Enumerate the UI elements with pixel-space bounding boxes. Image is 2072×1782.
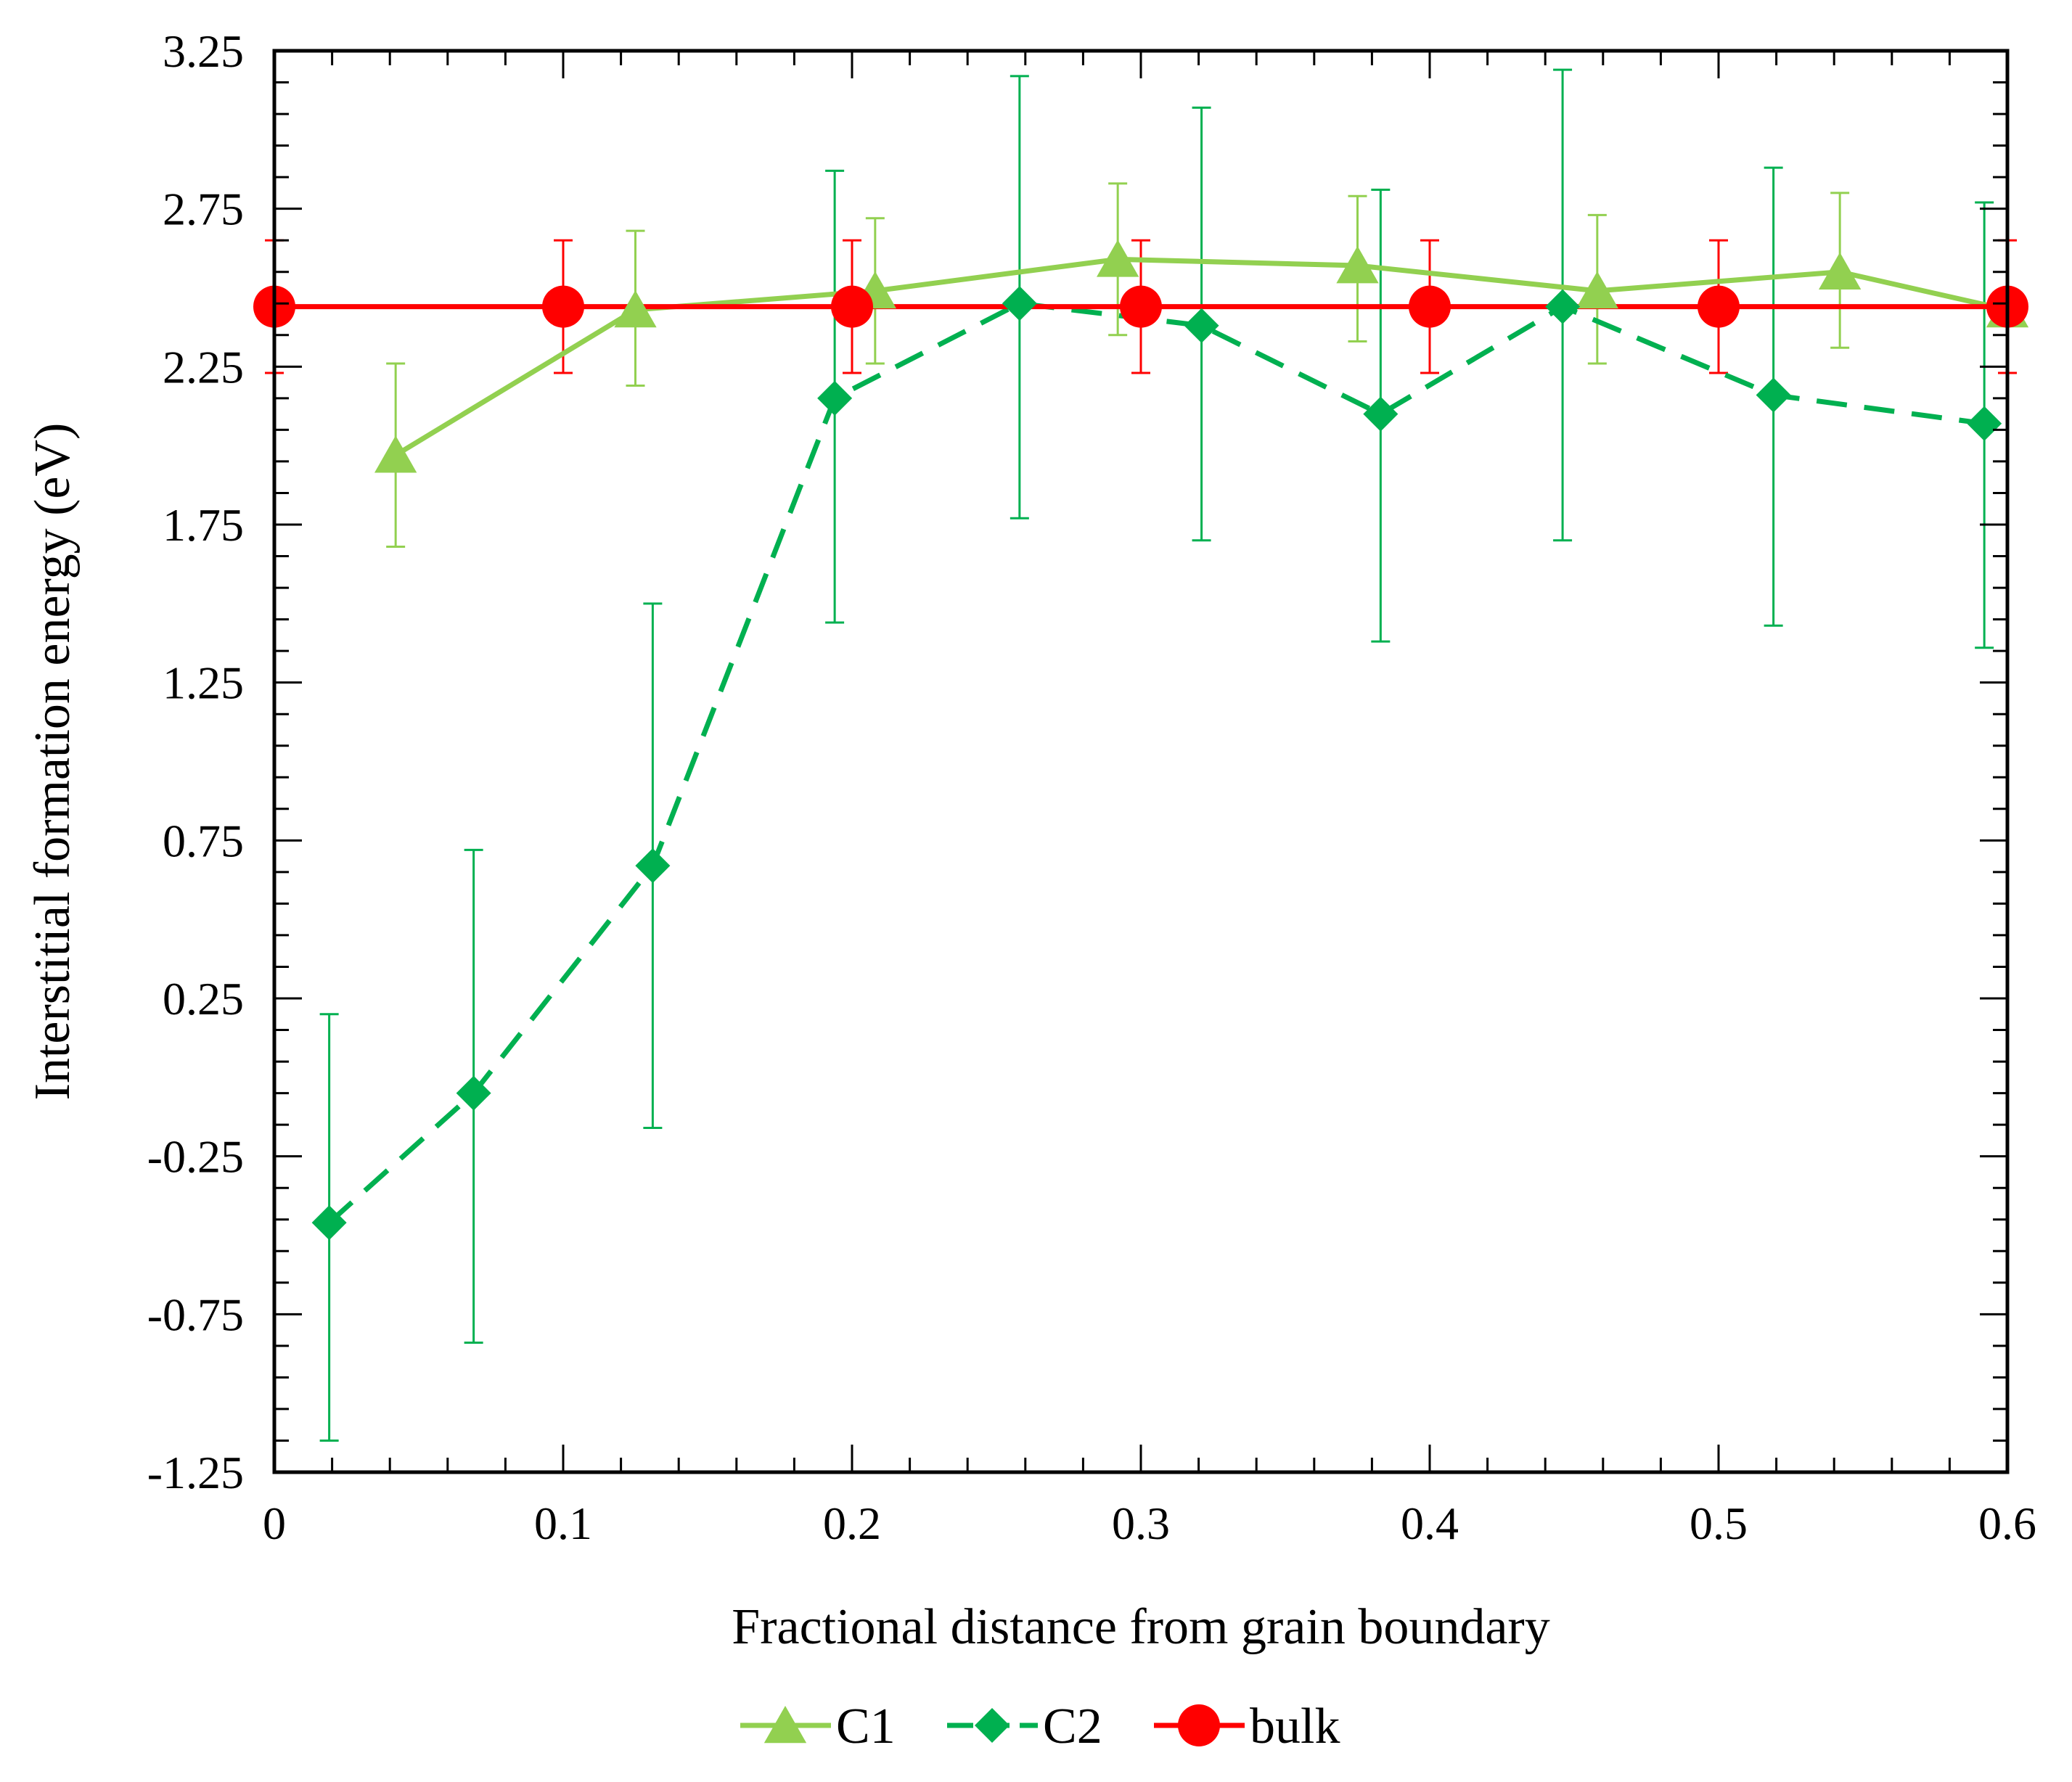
y-tick-label: -0.25 [147, 1131, 244, 1183]
data-point-bulk [831, 285, 873, 328]
legend-marker-bulk [1178, 1704, 1220, 1746]
series-lines [274, 256, 2008, 1225]
y-tick-label: -1.25 [147, 1447, 244, 1498]
y-tick-label: 3.25 [163, 25, 244, 77]
x-axis-title: Fractional distance from grain boundary [732, 1599, 1549, 1655]
data-point-c2 [1184, 308, 1219, 343]
x-tick-label: 0.1 [534, 1498, 592, 1549]
data-point-c2 [1002, 286, 1037, 321]
data-point-bulk [1120, 285, 1162, 328]
legend-label-c1: C1 [836, 1699, 896, 1754]
data-point-c2 [311, 1205, 347, 1241]
legend-label-bulk: bulk [1250, 1699, 1340, 1754]
y-axis-title: Interstitial formation energy (eV) [25, 423, 81, 1101]
data-point-c1 [1336, 246, 1379, 284]
legend-item-bulk: bulk [1154, 1699, 1340, 1754]
data-point-c2 [456, 1075, 491, 1111]
error-bars [265, 68, 2017, 1442]
y-tick-label: 0.25 [163, 973, 244, 1025]
data-point-c2 [817, 380, 853, 416]
data-point-bulk [1409, 285, 1451, 328]
x-tick-label: 0.2 [823, 1498, 881, 1549]
series-line-c2 [327, 300, 1985, 1225]
legend-item-c1: C1 [740, 1699, 896, 1754]
data-point-c2 [1756, 377, 1791, 413]
data-point-c1 [614, 290, 657, 328]
x-tick-label: 0.6 [1978, 1498, 2036, 1549]
data-point-c2 [635, 848, 671, 884]
legend-marker-c2 [975, 1708, 1010, 1743]
y-tick-label: 2.75 [163, 184, 244, 235]
data-point-c2 [1545, 289, 1581, 324]
y-tick-label: -0.75 [147, 1289, 244, 1340]
legend-marker-c1 [763, 1706, 807, 1744]
y-tick-label: 1.75 [163, 499, 244, 551]
x-tick-label: 0.3 [1112, 1498, 1170, 1549]
data-point-bulk [1698, 285, 1740, 328]
data-point-c1 [1097, 239, 1139, 277]
y-tick-label: 1.25 [163, 657, 244, 709]
data-point-bulk [542, 285, 584, 328]
data-point-c2 [1967, 406, 2002, 441]
x-tick-label: 0.5 [1690, 1498, 1748, 1549]
x-tick-label: 0.4 [1401, 1498, 1459, 1549]
series-markers [253, 239, 2029, 1241]
x-tick-label: 0 [263, 1498, 286, 1549]
data-point-c2 [1363, 396, 1399, 432]
legend-item-c2: C2 [947, 1699, 1102, 1754]
legend-label-c2: C2 [1043, 1699, 1102, 1754]
y-tick-label: 0.75 [163, 815, 244, 866]
data-point-c1 [1576, 271, 1618, 309]
y-tick-label: 2.25 [163, 341, 244, 393]
data-point-c1 [1819, 252, 1862, 290]
data-point-c1 [374, 435, 417, 473]
legend: C1 C2 bulk [740, 1699, 1340, 1754]
axes: 0 0.1 0.2 0.3 0.4 0.5 0.6 -1.25 -0.75 -0.25 0.25 0.… [147, 25, 2036, 1549]
